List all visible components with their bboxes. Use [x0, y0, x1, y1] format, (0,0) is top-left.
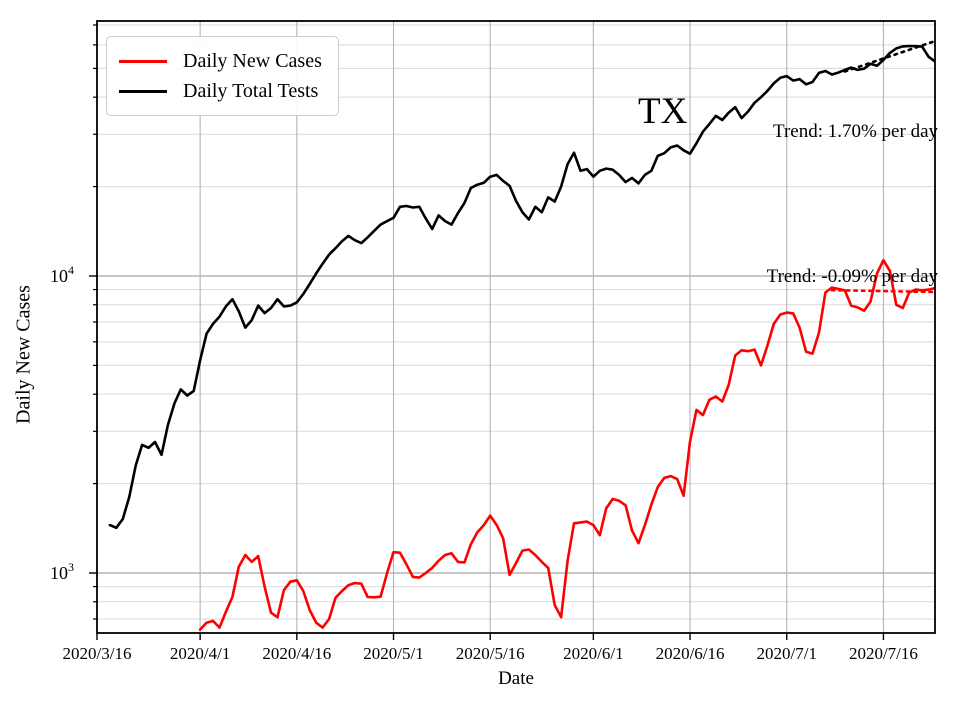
- series-line-daily-total-tests: [108, 44, 935, 530]
- x-tick-label: 2020/7/1: [757, 644, 817, 663]
- y-tick-label: 103: [50, 560, 74, 583]
- y-tick-label: 104: [50, 263, 74, 286]
- x-tick-label: 2020/6/1: [563, 644, 623, 663]
- x-tick-label: 2020/7/16: [849, 644, 918, 663]
- x-tick-label: 2020/6/16: [656, 644, 725, 663]
- series-line-cases-trend-0-09-per-day-: [830, 288, 935, 294]
- x-tick-label: 2020/5/1: [363, 644, 423, 663]
- y-tick-exponent: 3: [68, 560, 74, 574]
- x-tick-label: 2020/3/16: [63, 644, 132, 663]
- x-tick-label: 2020/4/16: [262, 644, 331, 663]
- series-line-tests-trend-1-70-per-day-: [843, 39, 935, 73]
- x-tick-label: 2020/4/1: [170, 644, 230, 663]
- plot-frame: [96, 20, 936, 634]
- x-tick-label: 2020/5/16: [456, 644, 525, 663]
- y-tick-exponent: 4: [68, 263, 74, 277]
- series-line-daily-new-cases: [198, 258, 935, 631]
